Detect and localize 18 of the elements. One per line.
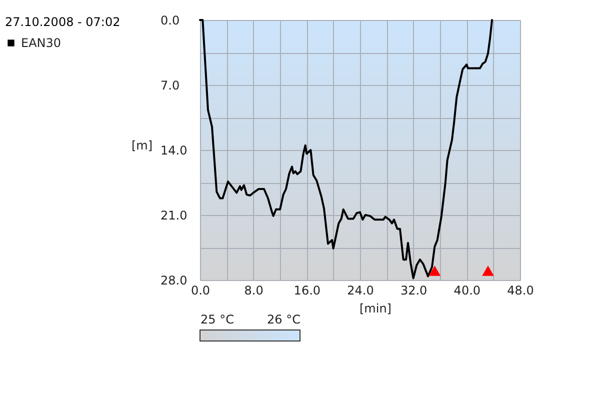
x-tick-label: 16.0 [294,284,321,298]
x-tick-label: 24.0 [347,284,374,298]
x-tick-label: 32.0 [400,284,428,298]
legend-label: EAN30 [21,36,62,50]
x-axis-title: [min] [360,302,392,316]
x-tick-label: 0.0 [190,284,210,298]
y-tick-label: 28.0 [160,274,188,288]
x-tick-label: 8.0 [244,284,264,298]
y-tick-label: 21.0 [160,208,188,222]
y-tick-label: 0.0 [160,14,180,28]
y-tick-label: 14.0 [160,144,188,158]
y-axis-title: [m] [132,138,153,152]
y-tick-label: 7.0 [160,78,180,92]
text: 27.10.2008 - 07:02 [5,15,120,29]
color-bar-label: 25 °C [200,312,234,326]
x-tick-label: 48.0 [507,284,534,298]
x-tick-label: 40.0 [454,284,481,298]
color-bar-label: 26 °C [267,312,300,326]
